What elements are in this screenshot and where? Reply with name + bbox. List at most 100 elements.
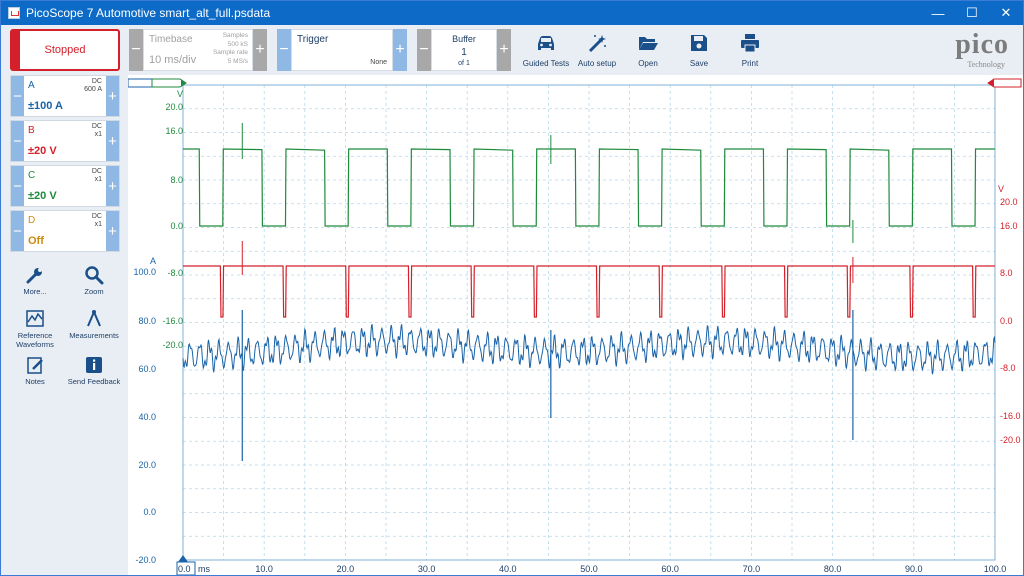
measurements-button[interactable]: Measurements	[62, 309, 126, 340]
channel-d-increase-button[interactable]: +	[106, 211, 119, 251]
close-button[interactable]: ✕	[1000, 5, 1012, 20]
x-tick-label: 30.0	[418, 564, 436, 574]
print-label: Print	[741, 59, 759, 68]
car-icon	[538, 36, 554, 50]
blue-axis-tick: 100.0	[133, 267, 156, 277]
notes-label: Notes	[25, 377, 45, 386]
blue-axis-tick: 60.0	[138, 364, 156, 374]
notes-button[interactable]: Notes	[3, 355, 67, 386]
channel-a-name: A	[28, 80, 35, 91]
blue-axis-unit: A	[150, 256, 156, 266]
channel-d-decrease-button[interactable]: −	[11, 211, 24, 251]
print-button[interactable]: Print	[725, 28, 775, 72]
sample-rate-value: 5 MS/s	[227, 57, 248, 65]
green-axis-tick: 8.0	[170, 175, 183, 185]
channel-b-increase-button[interactable]: +	[106, 121, 119, 161]
channel-a-range: ±100 A	[28, 100, 63, 112]
window-title: PicoScope 7 Automotive smart_alt_full.ps…	[26, 6, 271, 20]
channel-c-name: C	[28, 170, 36, 181]
buffer-total: of 1	[458, 60, 470, 67]
send-feedback-button[interactable]: Send Feedback	[62, 355, 126, 386]
guided-tests-button[interactable]: Guided Tests	[521, 28, 571, 72]
open-button[interactable]: Open	[623, 28, 673, 72]
x-tick-label: 20.0	[337, 564, 355, 574]
channel-b-trace	[183, 265, 995, 318]
run-stop-button[interactable]: Stopped	[10, 29, 120, 71]
channel-b-coupling-info: DC x1	[92, 123, 102, 139]
magnifier-icon	[85, 266, 104, 285]
red-axis-unit: V	[998, 184, 1004, 194]
timebase-increase-button[interactable]: +	[253, 29, 267, 71]
sample-rate-label: Sample rate	[212, 49, 248, 56]
green-axis-tick: 0.0	[170, 221, 183, 231]
timebase-value: 10 ms/div	[149, 54, 197, 66]
channel-c-trace	[183, 148, 995, 227]
reference-waveforms-label: Reference Waveforms	[16, 331, 54, 349]
sample-info: Samples 500 kS Sample rate 5 MS/s	[213, 32, 248, 66]
buffer-control[interactable]: Buffer 1 of 1	[431, 29, 497, 71]
green-axis-tick: -20.0	[162, 340, 183, 350]
buffer-current: 1	[461, 47, 467, 58]
reference-waveform-icon	[26, 310, 44, 327]
trigger-decrease-button[interactable]: −	[277, 29, 291, 71]
channel-c-card[interactable]: − C DC x1 ±20 V +	[10, 165, 120, 207]
red-axis-tick: 20.0	[1000, 197, 1018, 207]
channel-a-increase-button[interactable]: +	[106, 76, 119, 116]
logo-word: pico	[955, 29, 1009, 60]
caliper-icon	[87, 310, 101, 327]
timebase-control[interactable]: Timebase 10 ms/div Samples 500 kS Sample…	[143, 29, 253, 71]
save-button[interactable]: Save	[674, 28, 724, 72]
zoom-label: Zoom	[84, 287, 104, 296]
save-icon	[691, 35, 707, 51]
channel-b-coupling: DC	[91, 123, 102, 130]
app-icon	[8, 7, 20, 19]
buffer-next-button[interactable]: +	[497, 29, 511, 71]
red-axis-tick: 16.0	[1000, 221, 1018, 231]
auto-setup-button[interactable]: Auto setup	[572, 28, 622, 72]
pico-logo: pico Technology	[923, 29, 1015, 71]
blue-axis-tick: 80.0	[138, 316, 156, 326]
trigger-title: Trigger	[297, 34, 329, 45]
more-button[interactable]: More...	[3, 265, 67, 296]
samples-label: Samples	[222, 32, 248, 39]
maximize-button[interactable]: ☐	[966, 5, 978, 20]
channel-b-card[interactable]: − B DC x1 ±20 V +	[10, 120, 120, 162]
green-axis-unit: V	[177, 89, 183, 99]
channel-a-probe: 600 A	[84, 86, 102, 93]
buffer-title: Buffer	[452, 34, 476, 44]
scope-view[interactable]: 0.0 10.0 20.0 30.0 40.0 50.0 60.0 70.0 80.0 90.0 1…	[128, 75, 1023, 575]
channel-d-probe: x1	[94, 221, 102, 228]
channel-c-increase-button[interactable]: +	[106, 166, 119, 206]
x-tick-label: 90.0	[905, 564, 923, 574]
x-tick-label: 100.0	[984, 564, 1007, 574]
channel-c-coupling-info: DC x1	[92, 168, 102, 184]
grid	[182, 84, 996, 561]
channel-c-decrease-button[interactable]: −	[11, 166, 24, 206]
minimize-button[interactable]: —	[931, 5, 945, 21]
channel-d-coupling-info: DC x1	[92, 213, 102, 229]
channel-c-ruler-arrow	[181, 79, 186, 87]
logo-subtitle: Technology	[967, 60, 1005, 69]
channel-a-decrease-button[interactable]: −	[11, 76, 24, 116]
channel-d-card[interactable]: − D DC x1 Off +	[10, 210, 120, 252]
scope-plot[interactable]: 0.0 10.0 20.0 30.0 40.0 50.0 60.0 70.0 80.0 90.0 1…	[128, 75, 1023, 575]
green-axis-tick: 20.0	[165, 102, 183, 112]
channel-a-card[interactable]: − A DC 600 A ±100 A +	[10, 75, 120, 117]
x-tick-label: 60.0	[661, 564, 679, 574]
printer-icon	[741, 34, 759, 53]
trigger-control[interactable]: Trigger None	[291, 29, 393, 71]
channel-b-decrease-button[interactable]: −	[11, 121, 24, 161]
green-axis-tick: 16.0	[165, 126, 183, 136]
timebase-decrease-button[interactable]: −	[129, 29, 143, 71]
samples-value: 500 kS	[227, 40, 248, 48]
blue-axis-tick: 40.0	[138, 412, 156, 422]
channel-a-coupling: DC	[91, 78, 102, 85]
reference-waveforms-button[interactable]: Reference Waveforms	[3, 309, 67, 349]
run-state-label: Stopped	[44, 44, 86, 56]
buffer-previous-button[interactable]: −	[417, 29, 431, 71]
trigger-increase-button[interactable]: +	[393, 29, 407, 71]
zoom-button[interactable]: Zoom	[62, 265, 126, 296]
blue-axis-tick: -20.0	[135, 555, 156, 565]
title-bar: PicoScope 7 Automotive smart_alt_full.ps…	[1, 1, 1023, 25]
